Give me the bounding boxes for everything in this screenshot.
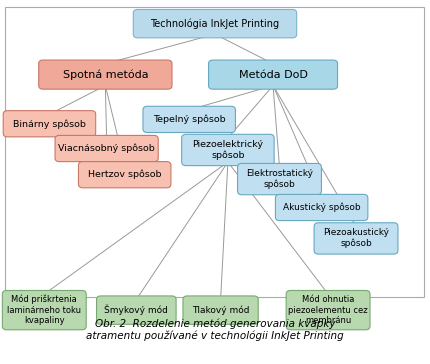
Text: Šmykový mód: Šmykový mód <box>104 305 168 315</box>
Text: Tepelný spôsob: Tepelný spôsob <box>153 115 225 124</box>
FancyBboxPatch shape <box>55 135 158 162</box>
FancyBboxPatch shape <box>237 163 321 195</box>
Text: Obr. 2  Rozdelenie metód generovania kvapky
atramentu používané v technológii In: Obr. 2 Rozdelenie metód generovania kvap… <box>86 318 344 341</box>
FancyBboxPatch shape <box>3 290 86 330</box>
FancyBboxPatch shape <box>78 162 171 188</box>
Text: Spotná metóda: Spotná metóda <box>62 70 148 80</box>
FancyBboxPatch shape <box>209 60 338 89</box>
Text: Binárny spôsob: Binárny spôsob <box>13 119 86 128</box>
Text: Tlakový mód: Tlakový mód <box>192 305 249 315</box>
Text: Viacnásobný spôsob: Viacnásobný spôsob <box>58 144 155 153</box>
Text: Mód priškrtenia
laminárneho toku
kvapaliny: Mód priškrtenia laminárneho toku kvapali… <box>7 295 81 325</box>
Text: Elektrostatický
spôsob: Elektrostatický spôsob <box>246 169 313 189</box>
FancyBboxPatch shape <box>96 296 176 324</box>
Text: Mód ohnutia
piezoelementu cez
membránu: Mód ohnutia piezoelementu cez membránu <box>288 295 368 325</box>
FancyBboxPatch shape <box>3 111 95 137</box>
FancyBboxPatch shape <box>143 106 236 132</box>
FancyBboxPatch shape <box>286 290 370 330</box>
Text: Hertzov spôsob: Hertzov spôsob <box>88 170 161 179</box>
FancyBboxPatch shape <box>133 9 297 38</box>
Text: Piezoakustický
spôsob: Piezoakustický spôsob <box>323 229 389 248</box>
Text: Akustický spôsob: Akustický spôsob <box>283 203 360 212</box>
FancyBboxPatch shape <box>314 223 398 254</box>
Text: Metóda DoD: Metóda DoD <box>239 70 307 80</box>
FancyBboxPatch shape <box>183 296 258 324</box>
FancyBboxPatch shape <box>181 134 274 166</box>
Text: Piezoelektrický
spôsob: Piezoelektrický spôsob <box>192 140 264 160</box>
FancyBboxPatch shape <box>275 194 368 221</box>
FancyBboxPatch shape <box>39 60 172 89</box>
Text: Technológia InkJet Printing: Technológia InkJet Printing <box>150 19 280 29</box>
